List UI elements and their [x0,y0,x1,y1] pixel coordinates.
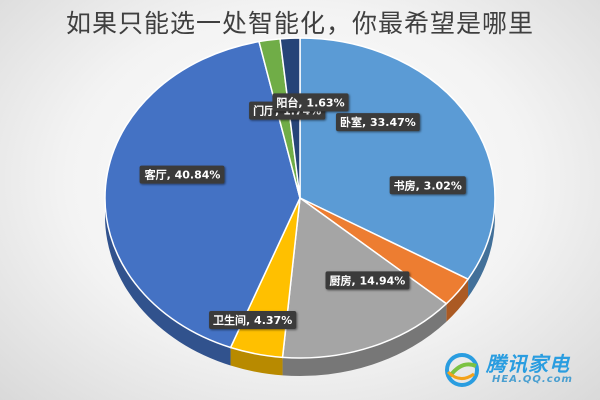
data-label-text-阳台: 阳台, 1.63% [276,95,344,109]
data-label-书房: 书房, 3.02% [389,176,466,195]
pie-side-walls [105,198,496,376]
data-label-text-卫生间: 卫生间, 4.37% [213,313,292,327]
data-label-阳台: 阳台, 1.63% [272,93,349,112]
data-label-客厅: 客厅, 40.84% [139,165,225,184]
data-label-text-书房: 书房, 3.02% [394,178,462,192]
data-label-卫生间: 卫生间, 4.37% [209,310,297,329]
pie-slice-卧室 [299,37,496,281]
data-label-text-卧室: 卧室, 33.47% [340,115,416,129]
pie-side-厨房 [282,303,447,376]
pie-top-faces [104,37,496,359]
watermark: 腾讯家电 HEA.QQ.com [442,348,592,394]
pie-side-卫生间 [230,347,283,376]
pie-side-书房 [446,279,469,322]
data-label-text-厨房: 厨房, 14.94% [330,273,406,287]
watermark-brand: 腾讯家电 [486,352,570,376]
pie-data-labels: 卧室, 33.47% 书房, 3.02% 厨房, 14.94% 卫生间, 4.37% 客… [139,93,466,329]
data-label-卧室: 卧室, 33.47% [335,113,420,132]
data-label-text-客厅: 客厅, 40.84% [144,168,221,182]
chart-title: 如果只能选一处智能化，你最希望是哪里 [65,9,534,38]
tencent-logo-icon [445,353,479,387]
watermark-url: HEA.QQ.com [492,374,573,385]
pie-side-卧室 [468,198,496,298]
data-label-厨房: 厨房, 14.94% [325,271,410,290]
pie-side-客厅 [105,198,231,366]
